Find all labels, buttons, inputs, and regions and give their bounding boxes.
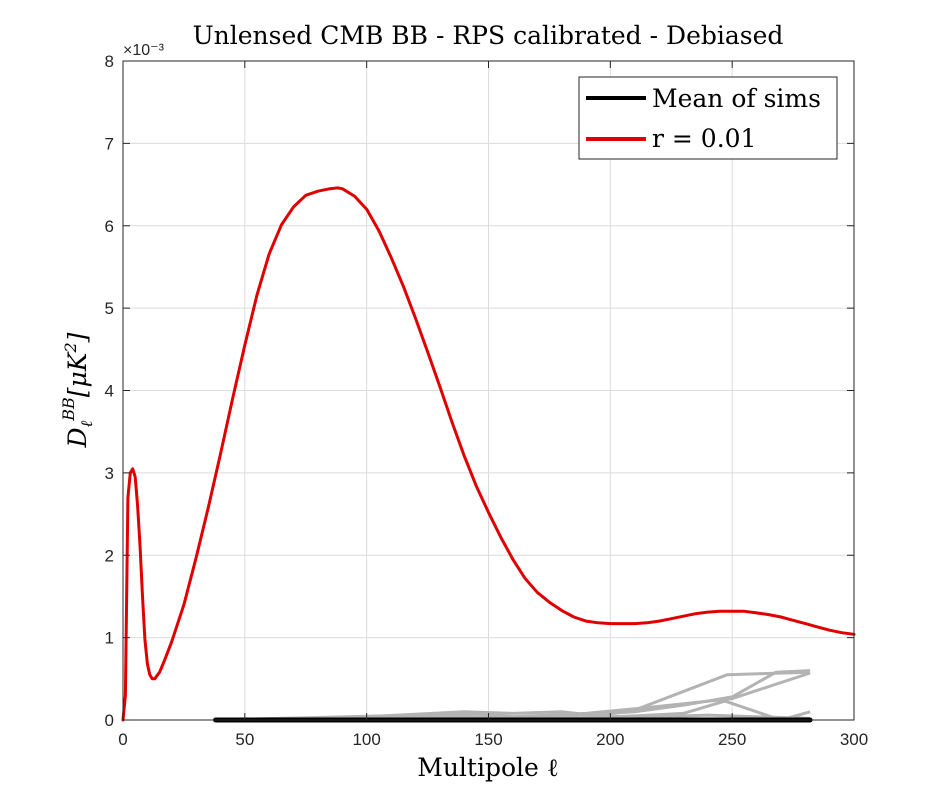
x-tick-label: 150: [474, 730, 502, 749]
x-tick-label: 100: [352, 730, 380, 749]
y-tick-label: 7: [105, 134, 114, 153]
y-exponent-label: ×10⁻³: [123, 42, 165, 59]
y-label-main: D: [63, 427, 92, 448]
svg-text:DℓBB[μK2]: DℓBB[μK2]: [59, 332, 96, 448]
x-axis-label: Multipole ℓ: [417, 753, 559, 782]
y-axis-ticks: 0 1 2 3 4 5 6 7 8: [105, 52, 854, 730]
y-tick-label: 8: [105, 52, 114, 71]
y-tick-label: 1: [105, 629, 114, 648]
y-label-unit-close: ]: [63, 332, 92, 343]
legend-label-r-0-01: r = 0.01: [652, 124, 756, 153]
y-axis-label: DℓBB[μK2]: [59, 332, 96, 448]
y-tick-label: 6: [105, 217, 114, 236]
legend-box: [578, 76, 838, 160]
x-tick-label: 300: [840, 730, 868, 749]
series-line-r-0-01: [121, 186, 856, 722]
y-label-unit: [μK: [63, 351, 92, 397]
legend-label-mean-of-sims: Mean of sims: [652, 84, 821, 113]
y-tick-label: 4: [105, 382, 114, 401]
y-tick-label: 2: [105, 546, 114, 565]
legend: Mean of sims r = 0.01: [578, 76, 838, 160]
y-tick-label: 5: [105, 299, 114, 318]
y-label-unit-sup: 2: [61, 342, 80, 353]
x-tick-label: 250: [718, 730, 746, 749]
chart-title: Unlensed CMB BB - RPS calibrated - Debia…: [193, 21, 784, 50]
y-tick-label: 0: [105, 711, 114, 730]
y-label-sub: ℓ: [77, 420, 96, 427]
x-axis-ticks: 0 50 100 150 200 250 300: [118, 61, 868, 749]
x-tick-label: 200: [596, 730, 624, 749]
x-tick-label: 50: [235, 730, 254, 749]
x-tick-label: 0: [118, 730, 127, 749]
y-tick-label: 3: [105, 464, 114, 483]
y-label-sup: BB: [59, 397, 78, 422]
